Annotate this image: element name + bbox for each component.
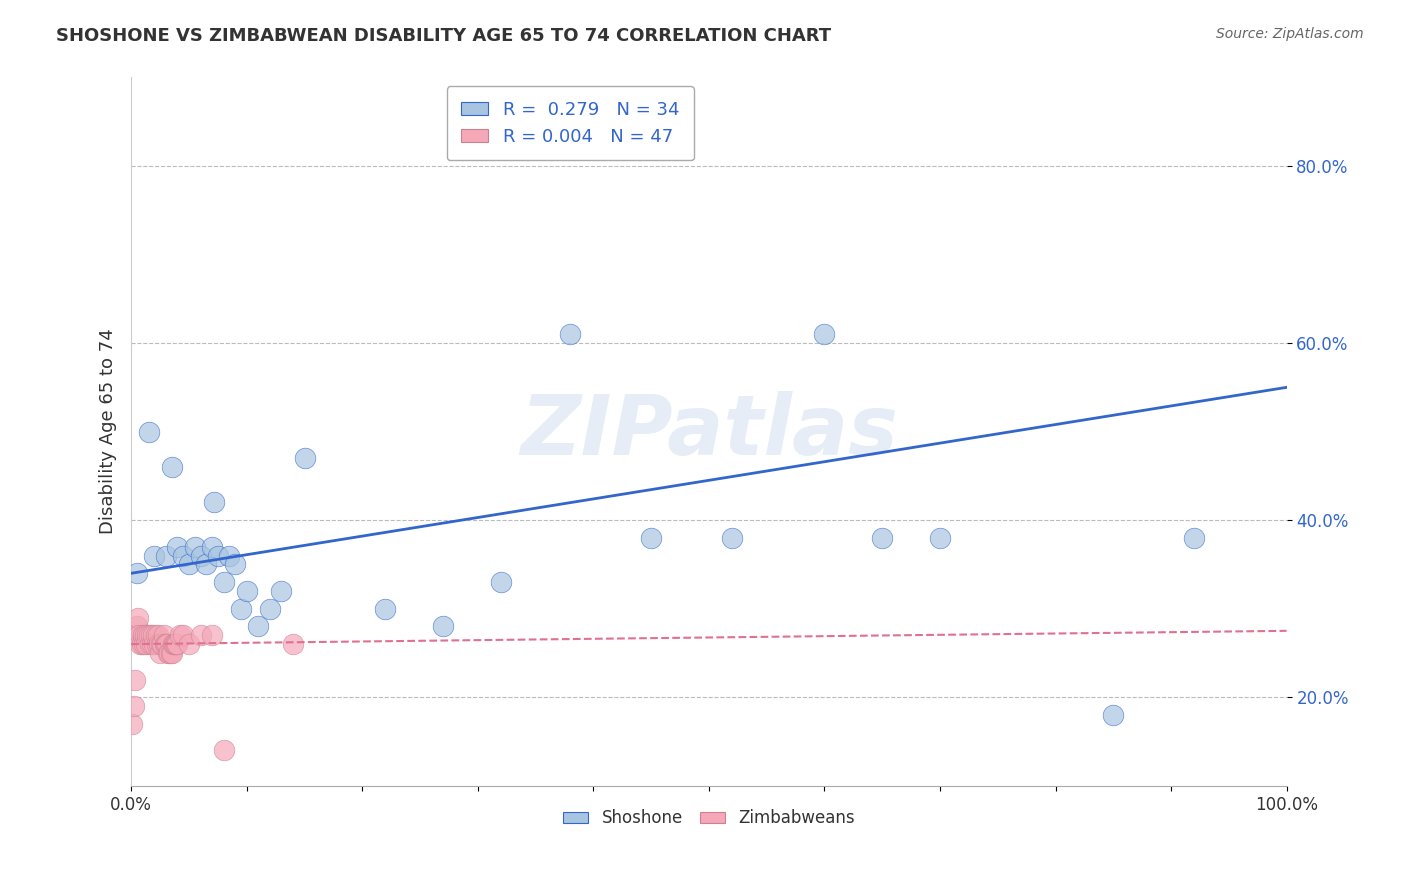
Point <box>184 540 207 554</box>
Point <box>489 575 512 590</box>
Point <box>169 628 191 642</box>
Point <box>125 628 148 642</box>
Point <box>141 637 163 651</box>
Point <box>172 628 194 642</box>
Point <box>128 628 150 642</box>
Point <box>150 637 173 651</box>
Point <box>145 637 167 651</box>
Point <box>236 584 259 599</box>
Point <box>281 637 304 651</box>
Point <box>156 637 179 651</box>
Point <box>157 646 180 660</box>
Point <box>125 566 148 581</box>
Point <box>124 673 146 687</box>
Point <box>138 425 160 439</box>
Point <box>294 451 316 466</box>
Point <box>195 558 218 572</box>
Point <box>146 628 169 642</box>
Point <box>166 637 188 651</box>
Point <box>148 637 170 651</box>
Point <box>143 637 166 651</box>
Point <box>132 637 155 651</box>
Point <box>1102 708 1125 723</box>
Point <box>121 716 143 731</box>
Point <box>145 628 167 642</box>
Point <box>127 610 149 624</box>
Point <box>201 540 224 554</box>
Point <box>166 540 188 554</box>
Point <box>131 637 153 651</box>
Point <box>172 549 194 563</box>
Point <box>1182 531 1205 545</box>
Point <box>212 743 235 757</box>
Point <box>190 549 212 563</box>
Point <box>224 558 246 572</box>
Point <box>813 327 835 342</box>
Point <box>190 628 212 642</box>
Point <box>177 637 200 651</box>
Point <box>138 628 160 642</box>
Point <box>138 637 160 651</box>
Point <box>152 628 174 642</box>
Point <box>247 619 270 633</box>
Point <box>165 637 187 651</box>
Point <box>135 637 157 651</box>
Legend: Shoshone, Zimbabweans: Shoshone, Zimbabweans <box>557 803 862 834</box>
Point <box>149 646 172 660</box>
Point <box>207 549 229 563</box>
Point <box>218 549 240 563</box>
Point <box>132 628 155 642</box>
Point <box>177 558 200 572</box>
Point <box>204 495 226 509</box>
Point <box>155 549 177 563</box>
Text: SHOSHONE VS ZIMBABWEAN DISABILITY AGE 65 TO 74 CORRELATION CHART: SHOSHONE VS ZIMBABWEAN DISABILITY AGE 65… <box>56 27 831 45</box>
Text: Source: ZipAtlas.com: Source: ZipAtlas.com <box>1216 27 1364 41</box>
Point <box>153 637 176 651</box>
Point <box>122 699 145 714</box>
Point <box>162 637 184 651</box>
Point <box>721 531 744 545</box>
Point <box>560 327 582 342</box>
Point <box>160 646 183 660</box>
Point <box>432 619 454 633</box>
Point <box>159 646 181 660</box>
Point <box>165 637 187 651</box>
Point <box>929 531 952 545</box>
Point <box>155 637 177 651</box>
Y-axis label: Disability Age 65 to 74: Disability Age 65 to 74 <box>100 329 117 534</box>
Point <box>259 601 281 615</box>
Point <box>125 619 148 633</box>
Point <box>142 628 165 642</box>
Text: ZIPatlas: ZIPatlas <box>520 391 898 472</box>
Point <box>870 531 893 545</box>
Point <box>143 549 166 563</box>
Point <box>136 628 159 642</box>
Point <box>640 531 662 545</box>
Point <box>374 601 396 615</box>
Point <box>139 628 162 642</box>
Point <box>163 637 186 651</box>
Point <box>129 637 152 651</box>
Point <box>270 584 292 599</box>
Point <box>212 575 235 590</box>
Point <box>160 460 183 475</box>
Point <box>152 637 174 651</box>
Point <box>157 646 180 660</box>
Point <box>134 628 156 642</box>
Point <box>201 628 224 642</box>
Point <box>229 601 252 615</box>
